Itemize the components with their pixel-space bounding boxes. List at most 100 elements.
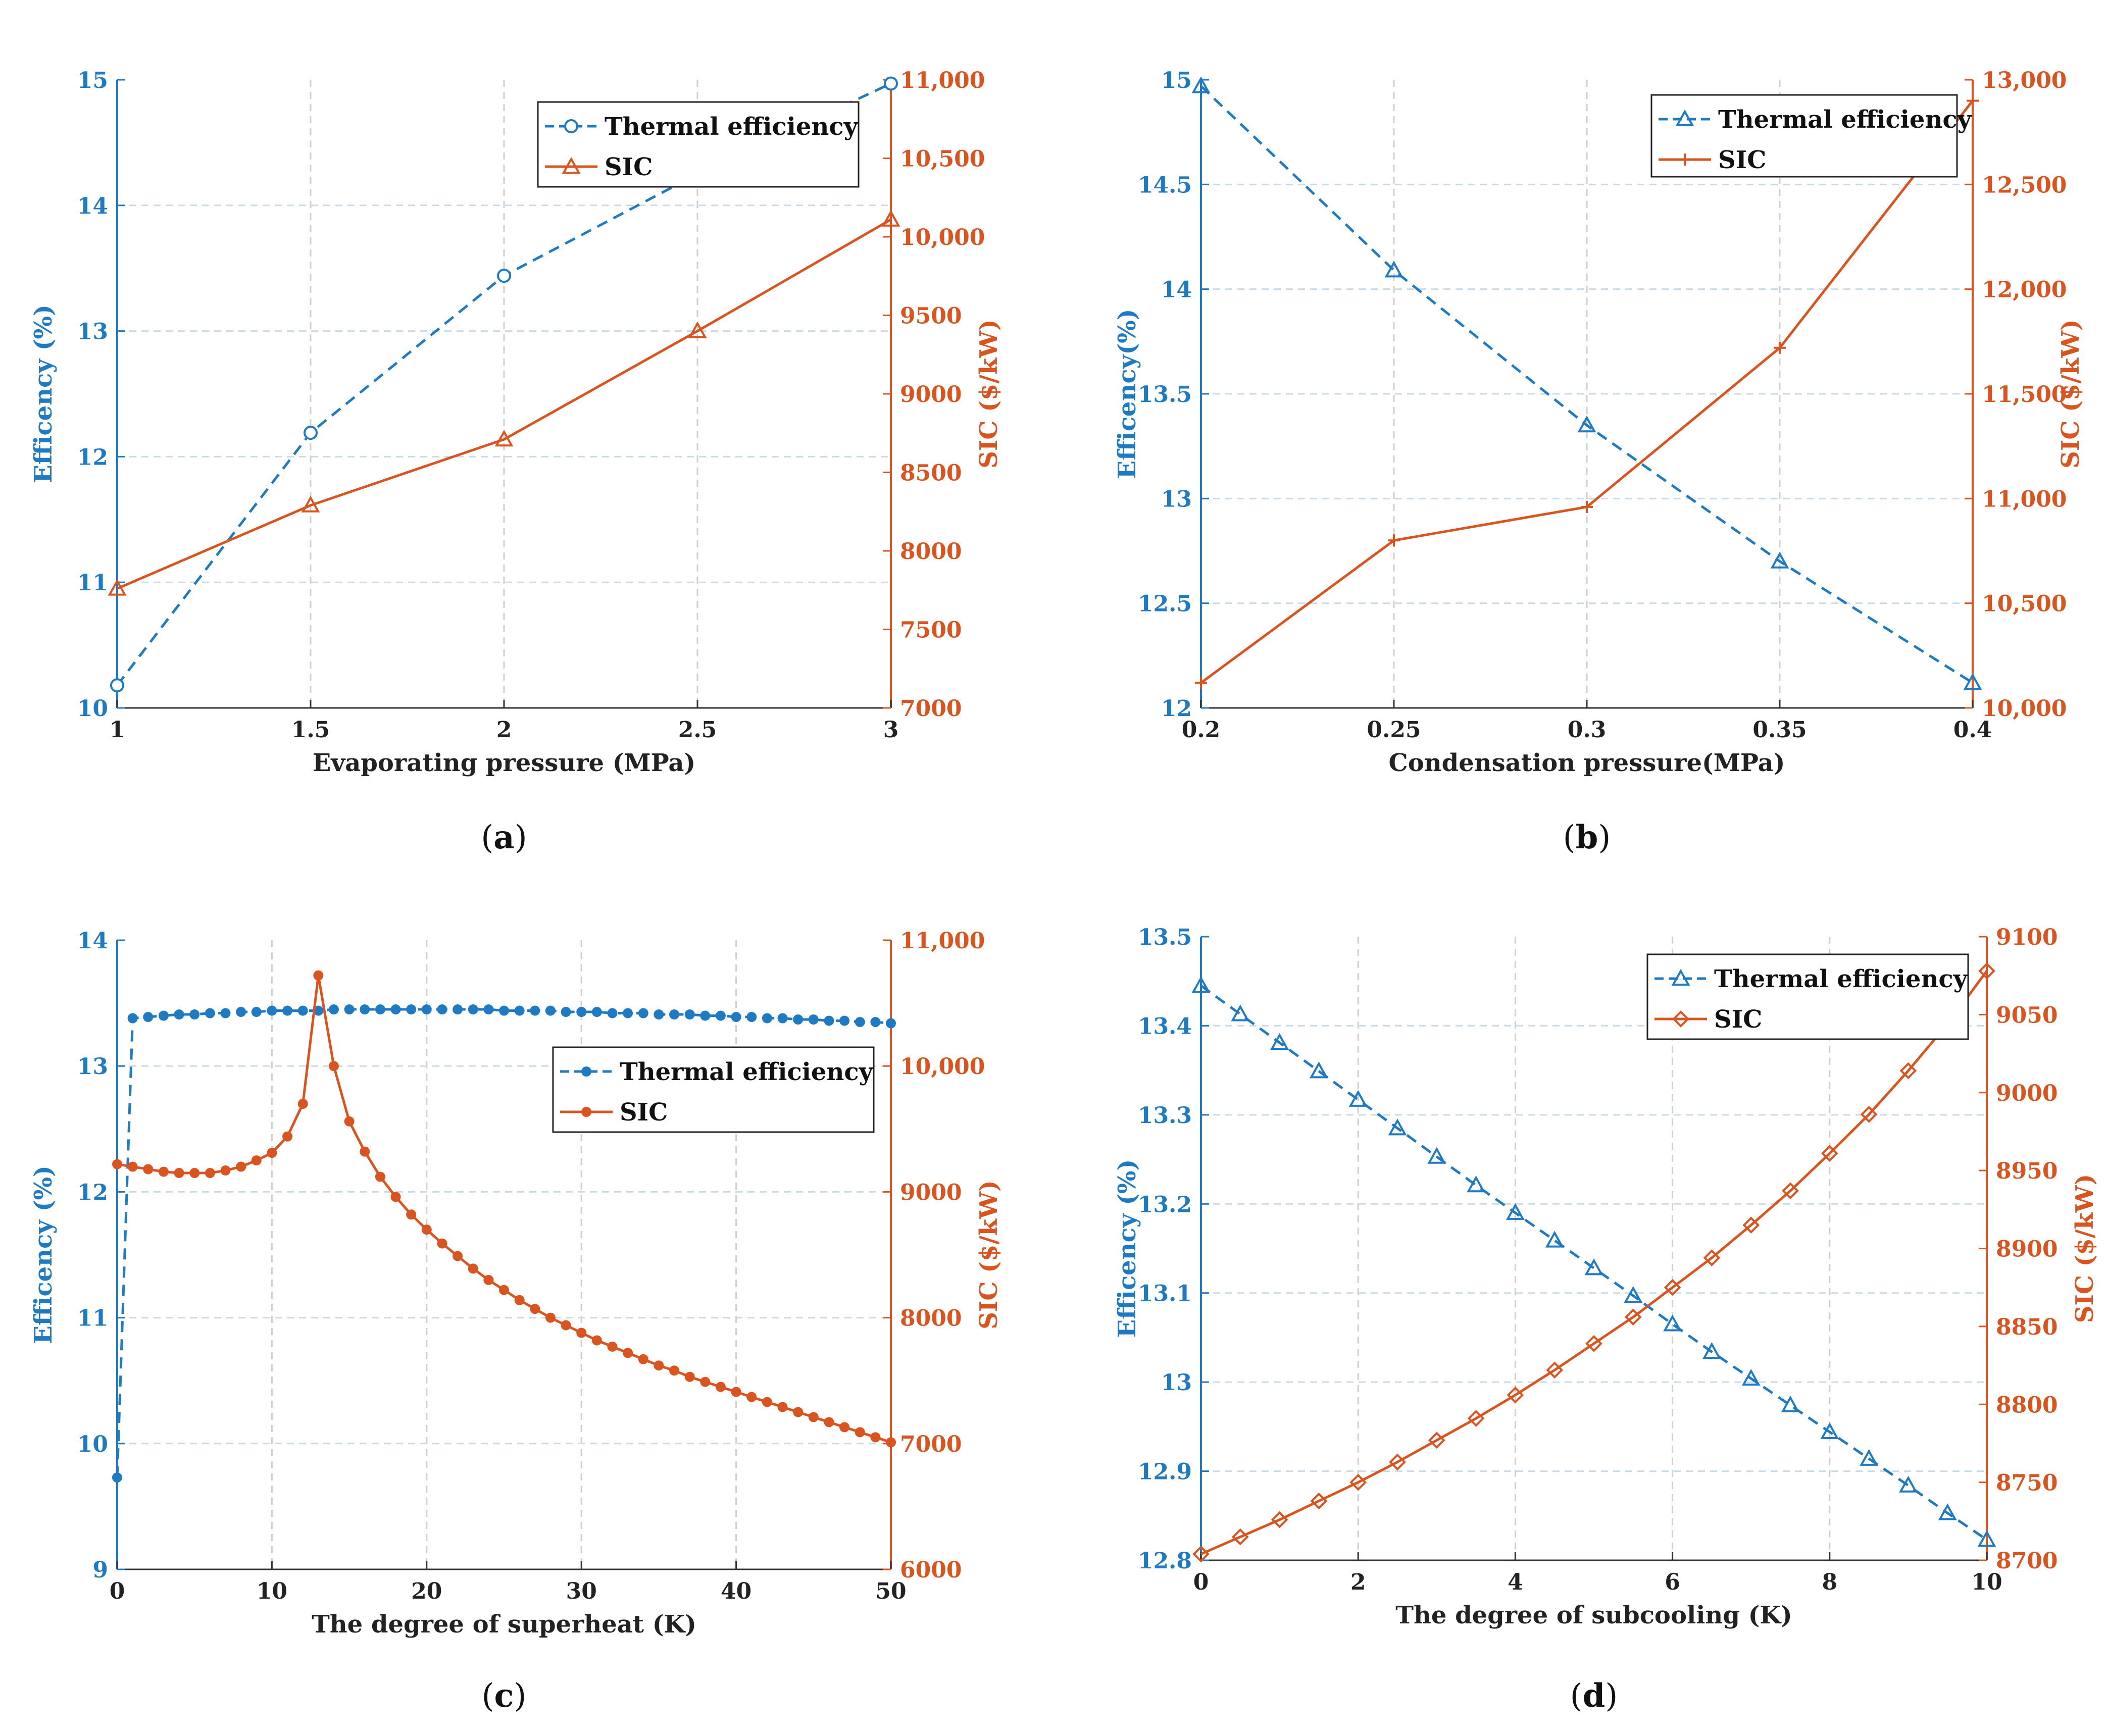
legend-label: Thermal efficiency: [1718, 106, 1973, 134]
y2-tick-label: 8750: [1996, 1470, 2058, 1496]
sic-point: [870, 1432, 881, 1443]
y2-tick-label: 8900: [1996, 1237, 2058, 1262]
panel-label-open: (: [1563, 819, 1576, 856]
y2-tick-label: 11,000: [1982, 486, 2067, 512]
panel-label-letter: b: [1576, 819, 1598, 856]
sic-point: [1546, 1361, 1564, 1379]
efficiency-point: [267, 1005, 277, 1016]
sic-point: [731, 1387, 741, 1397]
legend: Thermal efficiency SIC: [552, 1046, 875, 1133]
sic-series: [112, 970, 896, 1448]
sic-point: [576, 1327, 587, 1338]
y-tick-label: 13.5: [1138, 925, 1192, 950]
sic-point: [1388, 534, 1400, 547]
y2-tick-label: 12,500: [1982, 172, 2067, 198]
legend-label: Thermal efficiency: [1714, 965, 1969, 993]
sic-point: [762, 1397, 772, 1407]
panel-label-letter: a: [493, 819, 514, 856]
sic-point: [638, 1354, 648, 1364]
sic-point: [468, 1263, 478, 1274]
sic-point: [112, 1159, 122, 1169]
efficiency-line: [1200, 85, 1974, 684]
panel-label-letter: d: [1583, 1677, 1606, 1715]
efficiency-point: [684, 1009, 695, 1020]
sic-point: [1195, 677, 1207, 689]
legend-box: [1650, 94, 1958, 178]
efficiency-point: [304, 426, 318, 440]
y-axis-title: Efficency (%): [1113, 1159, 1141, 1338]
y-tick-label: 10: [77, 696, 108, 722]
x-tick-label: 6: [1665, 1569, 1680, 1595]
y-tick-label: 12: [77, 1180, 108, 1205]
efficiency-point: [530, 1005, 540, 1016]
y2-tick-label: 13,000: [1982, 68, 2067, 93]
efficiency-point: [746, 1012, 757, 1023]
legend-box: [537, 101, 860, 188]
y-tick-label: 13.3: [1138, 1103, 1192, 1129]
y-tick-label: 15: [77, 68, 108, 93]
efficiency-point: [700, 1010, 711, 1021]
legend-box: [1646, 953, 1969, 1040]
x-tick-label: 50: [875, 1578, 906, 1604]
x-tick-label: 8: [1822, 1569, 1837, 1595]
efficiency-point: [1963, 673, 1982, 690]
legend-item: SIC: [560, 1098, 668, 1127]
chart-b: 0.2 0.25 0.3 0.35 0.4 12 12.5 13 13.5 14 14.5 15 10,…: [1113, 68, 2085, 856]
legend-label: Thermal efficiency: [620, 1058, 874, 1086]
efficiency-point: [855, 1016, 865, 1027]
sic-point: [669, 1365, 680, 1376]
sic-point: [1467, 1410, 1485, 1427]
x-tick-label: 0.25: [1367, 717, 1421, 743]
chart-a: 1 1.5 2 2.5 3 10 11 12 13 14 15 7000 7500 8000 8500 900…: [29, 68, 1003, 856]
efficiency-point: [870, 1016, 881, 1027]
sic-point: [1585, 1335, 1602, 1352]
y-tick-label: 13: [77, 1054, 108, 1080]
sic-series: [1195, 94, 1979, 689]
efficiency-point: [220, 1008, 231, 1018]
efficiency-point: [1860, 1449, 1878, 1466]
sic-point: [494, 430, 514, 447]
sic-point: [158, 1166, 169, 1177]
sic-point: [746, 1392, 757, 1402]
efficiency-point: [1781, 1395, 1800, 1413]
y2-tick-label: 7000: [900, 1432, 962, 1457]
sic-point: [108, 579, 127, 596]
sic-point: [1664, 1279, 1681, 1296]
sic-point: [390, 1192, 401, 1202]
y-tick-label: 12.8: [1138, 1548, 1192, 1574]
sic-point: [127, 1161, 138, 1172]
sic-point: [421, 1224, 432, 1235]
efficiency-point: [360, 1004, 370, 1015]
legend: Thermal efficiency SIC: [1650, 94, 1973, 178]
efficiency-point: [638, 1008, 648, 1018]
y-tick-label: 12.9: [1138, 1459, 1192, 1485]
y-tick-label: 12: [1161, 696, 1192, 722]
efficiency-point: [453, 1004, 463, 1015]
sic-point: [313, 970, 324, 981]
efficiency-point: [731, 1012, 741, 1023]
legend-marker: [581, 1107, 591, 1117]
y2-tick-label: 10,000: [900, 225, 985, 250]
efficiency-point: [499, 1005, 509, 1016]
chart-c: 0 10 20 30 40 50 9 10 11 12 13 14 6000 7000 8000 9000 10…: [29, 928, 1003, 1715]
efficiency-point: [189, 1009, 200, 1020]
x-tick-label: 1.5: [291, 717, 330, 743]
x-tick-label: 0: [1193, 1569, 1209, 1595]
efficiency-point: [236, 1007, 246, 1017]
panel-label-close: ): [515, 819, 527, 856]
y2-tick-label: 6000: [900, 1557, 962, 1583]
x-tick-label: 2.5: [678, 717, 717, 743]
y2-tick-label: 11,000: [900, 68, 985, 93]
sic-point: [514, 1295, 525, 1305]
y-tick-label: 10: [77, 1432, 108, 1457]
y2-tick-label: 9100: [1996, 925, 2058, 950]
efficiency-point: [1467, 1176, 1485, 1193]
x-tick-label: 2: [1350, 1569, 1366, 1595]
legend-item: Thermal efficiency: [545, 113, 859, 141]
x-tick-label: 0.3: [1568, 717, 1607, 743]
sic-point: [453, 1251, 463, 1261]
efficiency-point: [793, 1014, 804, 1025]
x-tick-label: 40: [721, 1578, 751, 1604]
sic-point: [855, 1427, 865, 1438]
sic-point: [360, 1146, 370, 1157]
